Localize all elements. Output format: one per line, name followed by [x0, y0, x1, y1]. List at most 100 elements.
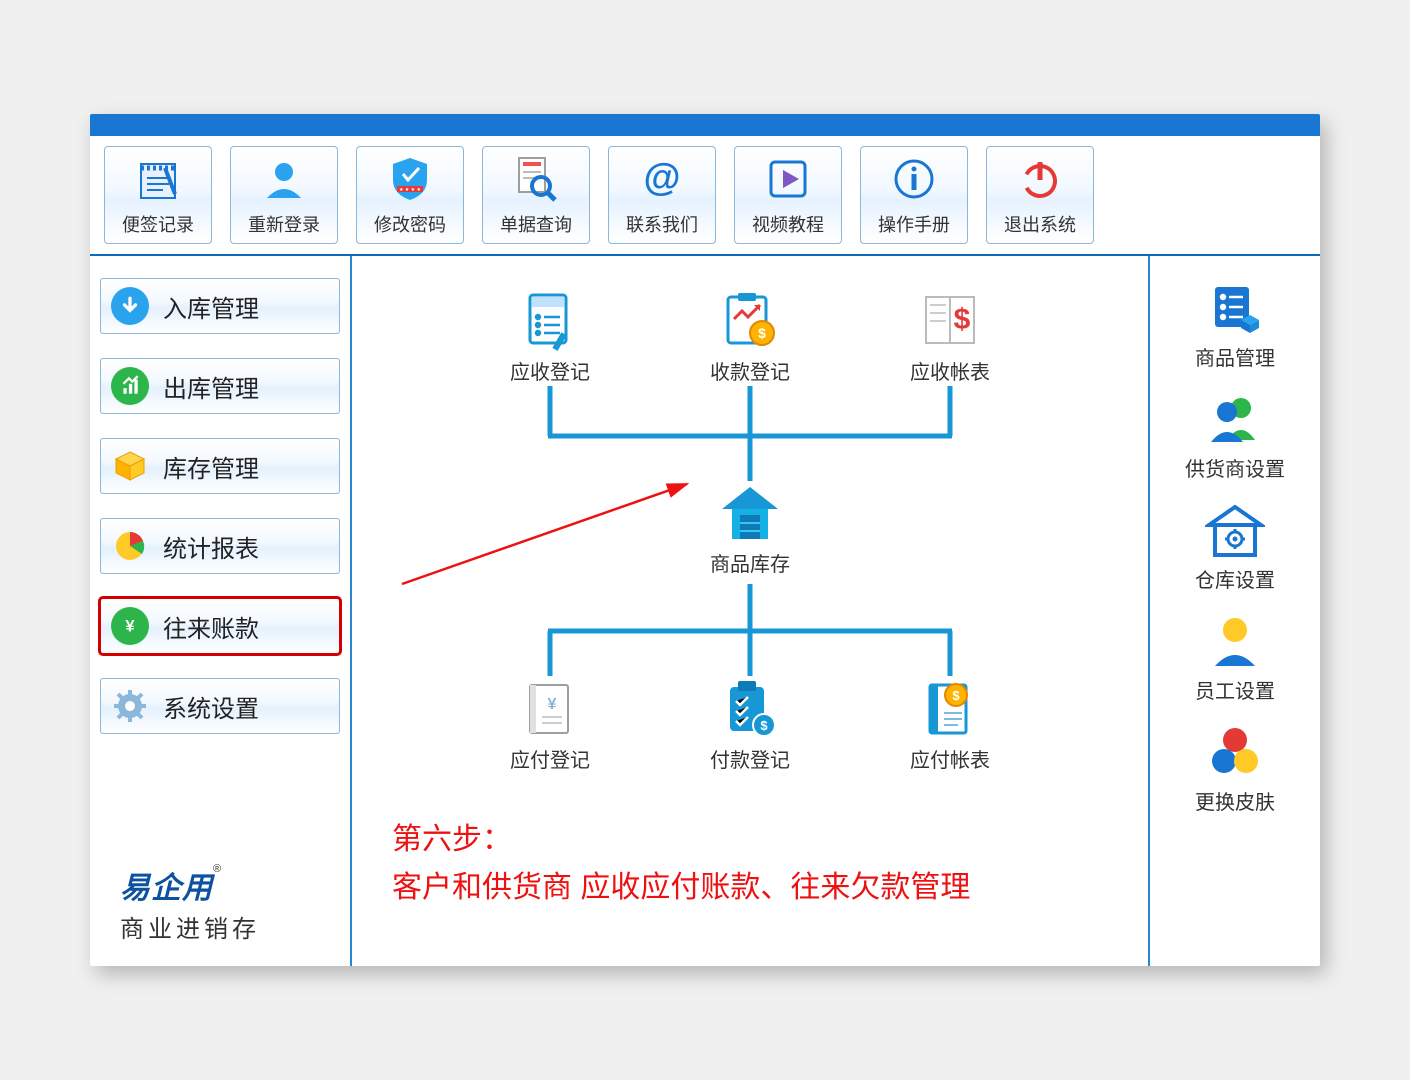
flow-label: 应收登记	[485, 356, 615, 385]
annotation-line2: 客户和供货商 应收应付账款、往来欠款管理	[392, 864, 1108, 912]
nav-label: 往来账款	[163, 609, 259, 644]
sidebar-right: 商品管理 供货商设置 仓库设置 员工设置	[1150, 256, 1320, 966]
nav-inbound[interactable]: 入库管理	[100, 278, 340, 334]
right-employee[interactable]: 员工设置	[1156, 609, 1314, 704]
svg-text:@: @	[643, 157, 680, 199]
svg-text:$: $	[954, 303, 971, 336]
docsearch-icon	[483, 147, 589, 211]
flow-label: 应付登记	[485, 744, 615, 773]
person-icon	[1156, 609, 1314, 675]
house-icon	[685, 478, 815, 548]
logo-block: 易企用® 商业进销存	[120, 863, 260, 944]
flow-inventory[interactable]: 商品库存	[685, 478, 815, 577]
flow-payable-reg[interactable]: ¥ 应付登记	[485, 674, 615, 773]
info-icon	[861, 147, 967, 211]
tool-docsearch[interactable]: 单据查询	[482, 146, 590, 244]
flow-receivable-report[interactable]: $ 应收帐表	[885, 286, 1015, 385]
nav-label: 统计报表	[163, 529, 259, 564]
tool-label: 退出系统	[1004, 211, 1076, 237]
people-icon	[1156, 387, 1314, 453]
tool-label: 单据查询	[500, 211, 572, 237]
flow-receipt-reg[interactable]: $ 收款登记	[685, 286, 815, 385]
right-skin[interactable]: 更换皮肤	[1156, 720, 1314, 815]
right-label: 供货商设置	[1156, 453, 1314, 482]
flow-label: 收款登记	[685, 356, 815, 385]
right-label: 商品管理	[1156, 342, 1314, 371]
tool-notes[interactable]: 便签记录	[104, 146, 212, 244]
tool-relogin[interactable]: 重新登录	[230, 146, 338, 244]
nav-label: 系统设置	[163, 689, 259, 724]
tool-label: 联系我们	[626, 211, 698, 237]
gear-icon	[111, 687, 149, 725]
tool-video[interactable]: 视频教程	[734, 146, 842, 244]
power-icon	[987, 147, 1093, 211]
flow-label: 付款登记	[685, 744, 815, 773]
doc-dollar-red-icon: $	[885, 286, 1015, 356]
flow-payment-reg[interactable]: $ 付款登记	[685, 674, 815, 773]
brand-name: 易企用	[120, 872, 213, 905]
tool-label: 修改密码	[374, 211, 446, 237]
right-label: 更换皮肤	[1156, 786, 1314, 815]
annotation-text: 第六步： 客户和供货商 应收应付账款、往来欠款管理	[372, 806, 1128, 932]
nav-inventory[interactable]: 库存管理	[100, 438, 340, 494]
tool-label: 重新登录	[248, 211, 320, 237]
notes-icon	[105, 147, 211, 211]
svg-text:$: $	[760, 718, 768, 733]
brand-tagline: 商业进销存	[120, 909, 260, 944]
annotation-line1: 第六步：	[392, 816, 1108, 864]
tool-exit[interactable]: 退出系统	[986, 146, 1094, 244]
flow-label: 应付帐表	[885, 744, 1015, 773]
doc-yen-icon: ¥	[485, 674, 615, 744]
tool-password[interactable]: ★ ★ ★ ★ 修改密码	[356, 146, 464, 244]
trademark: ®	[213, 863, 221, 875]
svg-text:¥: ¥	[548, 696, 557, 713]
doc-coin-icon: $	[685, 286, 815, 356]
app-window: 便签记录 重新登录 ★ ★ ★ ★ 修改密码	[90, 114, 1320, 966]
flowchart: 应收登记 $ 收款登记 $ 应收帐表	[410, 286, 1090, 806]
down-icon	[111, 287, 149, 325]
right-goods[interactable]: 商品管理	[1156, 276, 1314, 371]
right-warehouse[interactable]: 仓库设置	[1156, 498, 1314, 593]
tool-label: 视频教程	[752, 211, 824, 237]
flow-payable-report[interactable]: $ 应付帐表	[885, 674, 1015, 773]
top-toolbar: 便签记录 重新登录 ★ ★ ★ ★ 修改密码	[90, 136, 1320, 256]
pie-icon	[111, 527, 149, 565]
right-label: 仓库设置	[1156, 564, 1314, 593]
nav-settings[interactable]: 系统设置	[100, 678, 340, 734]
nav-label: 出库管理	[163, 369, 259, 404]
at-icon: @	[609, 147, 715, 211]
up-icon	[111, 367, 149, 405]
nav-outbound[interactable]: 出库管理	[100, 358, 340, 414]
balls-icon	[1156, 720, 1314, 786]
svg-text:$: $	[758, 325, 766, 341]
nav-reports[interactable]: 统计报表	[100, 518, 340, 574]
main-body: 入库管理 出库管理 库存管理 统计报表	[90, 256, 1320, 966]
center-panel: 应收登记 $ 收款登记 $ 应收帐表	[350, 256, 1150, 966]
tool-manual[interactable]: 操作手册	[860, 146, 968, 244]
right-supplier[interactable]: 供货商设置	[1156, 387, 1314, 482]
svg-text:¥: ¥	[125, 618, 135, 636]
doc-list-icon	[485, 286, 615, 356]
flow-label: 应收帐表	[885, 356, 1015, 385]
warehouse-icon	[1156, 498, 1314, 564]
box-icon	[111, 447, 149, 485]
shield-icon: ★ ★ ★ ★	[357, 147, 463, 211]
tool-contact[interactable]: @ 联系我们	[608, 146, 716, 244]
right-label: 员工设置	[1156, 675, 1314, 704]
svg-text:★ ★ ★ ★: ★ ★ ★ ★	[399, 187, 422, 193]
tool-label: 操作手册	[878, 211, 950, 237]
tool-label: 便签记录	[122, 211, 194, 237]
play-icon	[735, 147, 841, 211]
svg-text:$: $	[952, 688, 960, 703]
clipboard-coin-icon: $	[685, 674, 815, 744]
flow-receivable-reg[interactable]: 应收登记	[485, 286, 615, 385]
goods-icon	[1156, 276, 1314, 342]
nav-label: 入库管理	[163, 289, 259, 324]
user-icon	[231, 147, 337, 211]
nav-label: 库存管理	[163, 449, 259, 484]
doc-coin-gold-icon: $	[885, 674, 1015, 744]
nav-accounts[interactable]: ¥ 往来账款	[100, 598, 340, 654]
yen-icon: ¥	[111, 607, 149, 645]
sidebar-left: 入库管理 出库管理 库存管理 统计报表	[90, 256, 350, 966]
flow-label: 商品库存	[685, 548, 815, 577]
